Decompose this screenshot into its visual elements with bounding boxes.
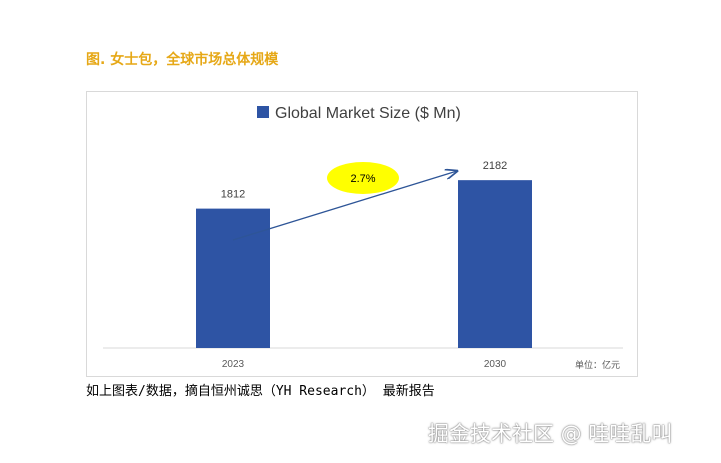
source-caption: 如上图表/数据，摘自恒州诚思（YH Research） 最新报告 bbox=[86, 384, 435, 399]
legend-swatch bbox=[257, 106, 269, 118]
legend-label: Global Market Size ($ Mn) bbox=[275, 105, 461, 122]
x-tick-label-2030: 2030 bbox=[484, 359, 507, 370]
bar-chart: Global Market Size ($ Mn) 1812 2023 2182 20… bbox=[103, 105, 623, 371]
growth-bubble bbox=[327, 162, 399, 194]
figure-title: 图. 女士包，全球市场总体规模 bbox=[86, 52, 279, 68]
data-label-2023: 1812 bbox=[221, 189, 245, 201]
data-label-2030: 2182 bbox=[483, 160, 507, 172]
watermark: 掘金技术社区 @ 哇哇乱叫 bbox=[428, 422, 673, 446]
bar-2023 bbox=[196, 208, 270, 348]
chart-container: Global Market Size ($ Mn) 1812 2023 2182 20… bbox=[86, 91, 638, 377]
x-tick-label-2023: 2023 bbox=[222, 359, 245, 370]
unit-note: 单位：亿元 bbox=[575, 359, 620, 371]
bar-2030 bbox=[458, 180, 532, 348]
growth-arrow bbox=[232, 171, 457, 241]
growth-rate-label: 2.7% bbox=[350, 173, 375, 185]
